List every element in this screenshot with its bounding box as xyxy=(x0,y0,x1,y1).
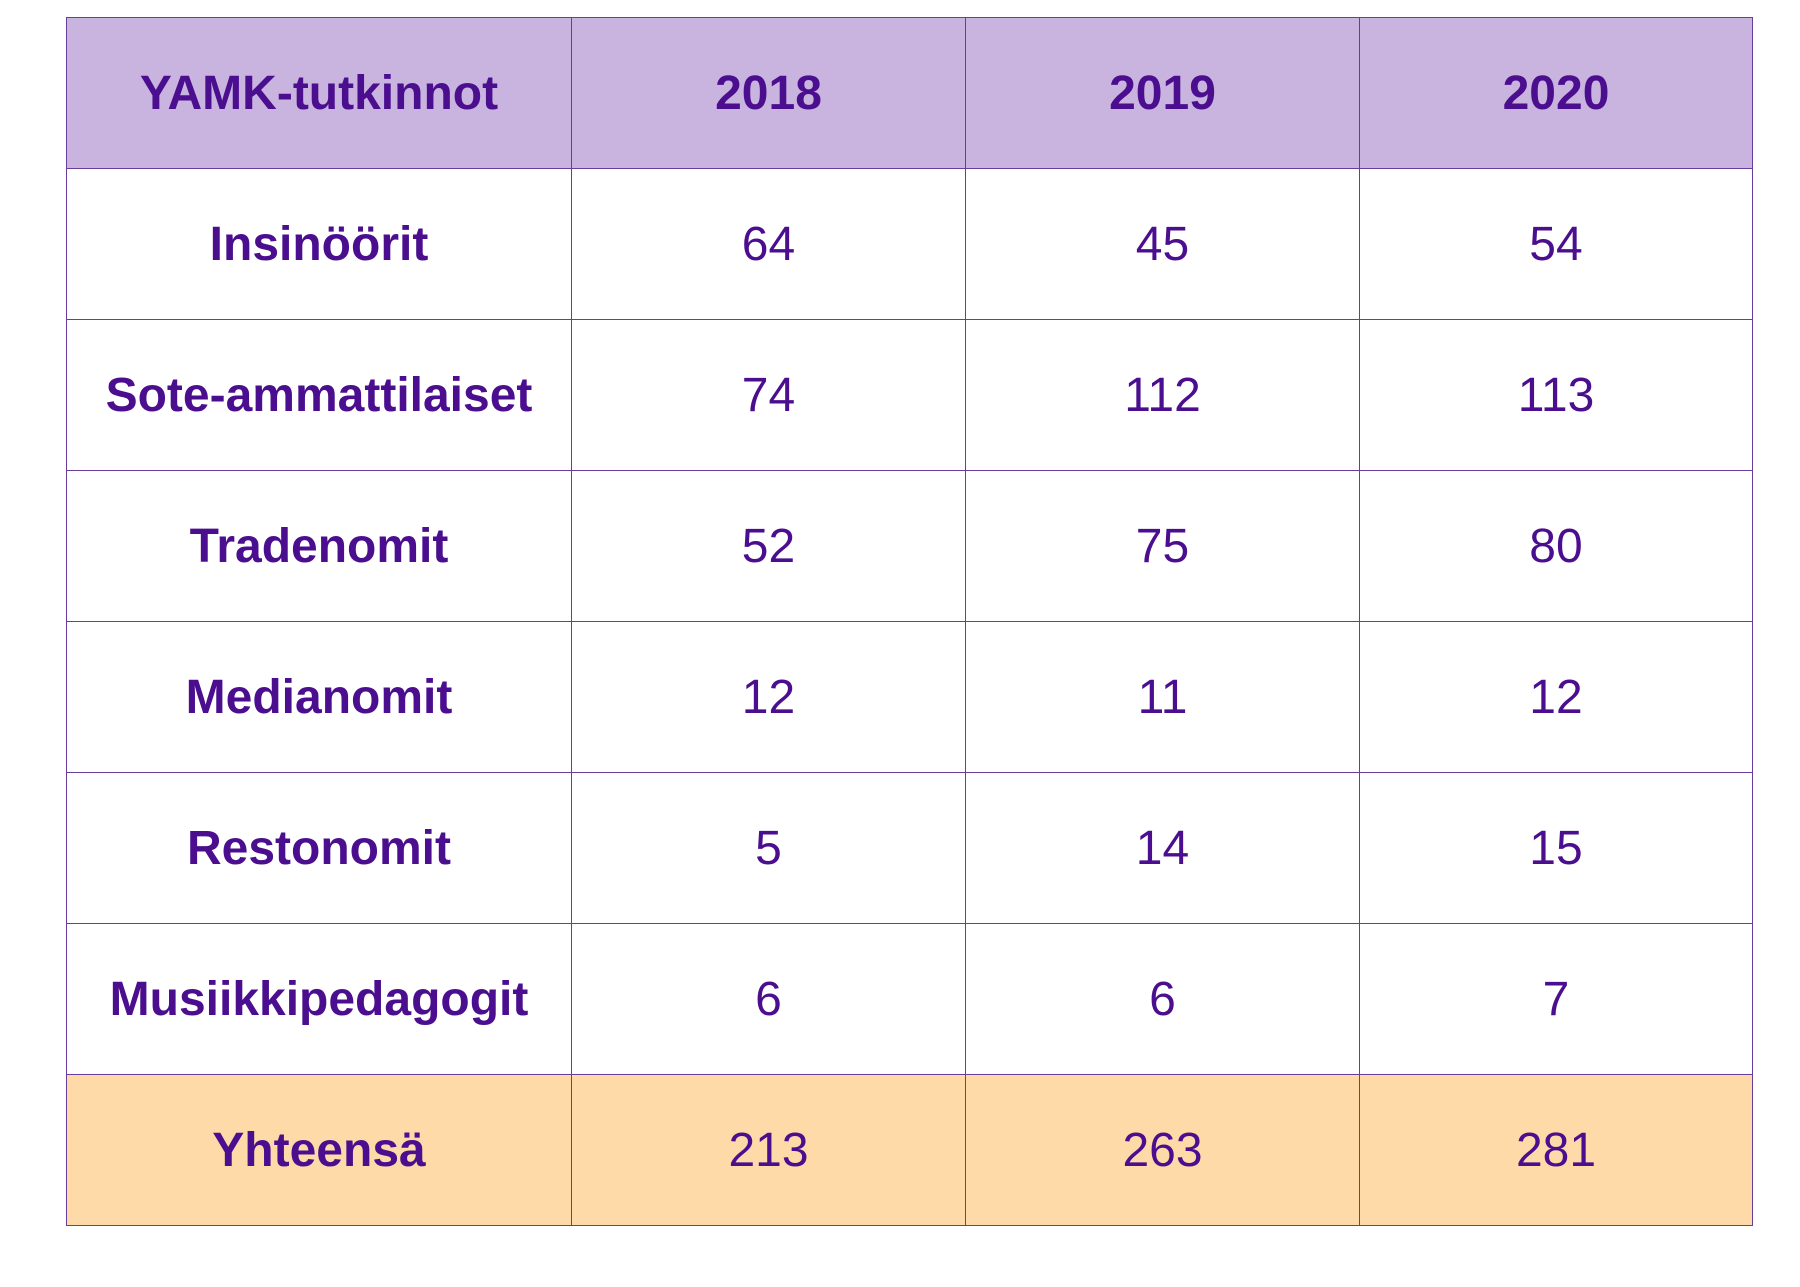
row-label: Insinöörit xyxy=(66,168,572,320)
cell: 12 xyxy=(1359,621,1753,773)
cell: 213 xyxy=(571,1074,966,1226)
table-body: YAMK-tutkinnot 2018 2019 2020 Insinöörit 64 45… xyxy=(66,17,1753,1226)
table-row: Medianomit 12 11 12 xyxy=(66,621,1753,773)
row-label: Medianomit xyxy=(66,621,572,773)
header-row: YAMK-tutkinnot 2018 2019 2020 xyxy=(66,17,1753,169)
cell: 6 xyxy=(965,923,1360,1075)
table-row: Tradenomit 52 75 80 xyxy=(66,470,1753,622)
cell: 75 xyxy=(965,470,1360,622)
row-label: Sote-ammattilaiset xyxy=(66,319,572,471)
row-label: YAMK-tutkinnot xyxy=(66,17,572,169)
cell: 112 xyxy=(965,319,1360,471)
data-table: YAMK-tutkinnot 2018 2019 2020 Insinöörit 64 45… xyxy=(66,17,1753,1226)
cell: 74 xyxy=(571,319,966,471)
row-label: Tradenomit xyxy=(66,470,572,622)
cell: 113 xyxy=(1359,319,1753,471)
row-label: Restonomit xyxy=(66,772,572,924)
cell: 54 xyxy=(1359,168,1753,320)
cell: 80 xyxy=(1359,470,1753,622)
table-row: Musiikkipedagogit 6 6 7 xyxy=(66,923,1753,1075)
cell: 15 xyxy=(1359,772,1753,924)
table-row: Restonomit 5 14 15 xyxy=(66,772,1753,924)
cell: 281 xyxy=(1359,1074,1753,1226)
cell: 64 xyxy=(571,168,966,320)
cell: 2020 xyxy=(1359,17,1753,169)
cell: 6 xyxy=(571,923,966,1075)
table-row: Sote-ammattilaiset 74 112 113 xyxy=(66,319,1753,471)
cell: 52 xyxy=(571,470,966,622)
row-label: Yhteensä xyxy=(66,1074,572,1226)
cell: 5 xyxy=(571,772,966,924)
table-row: Insinöörit 64 45 54 xyxy=(66,168,1753,320)
total-row: Yhteensä 213 263 281 xyxy=(66,1074,1753,1226)
cell: 14 xyxy=(965,772,1360,924)
cell: 11 xyxy=(965,621,1360,773)
cell: 45 xyxy=(965,168,1360,320)
cell: 12 xyxy=(571,621,966,773)
cell: 2018 xyxy=(571,17,966,169)
cell: 7 xyxy=(1359,923,1753,1075)
cell: 263 xyxy=(965,1074,1360,1226)
cell: 2019 xyxy=(965,17,1360,169)
row-label: Musiikkipedagogit xyxy=(66,923,572,1075)
